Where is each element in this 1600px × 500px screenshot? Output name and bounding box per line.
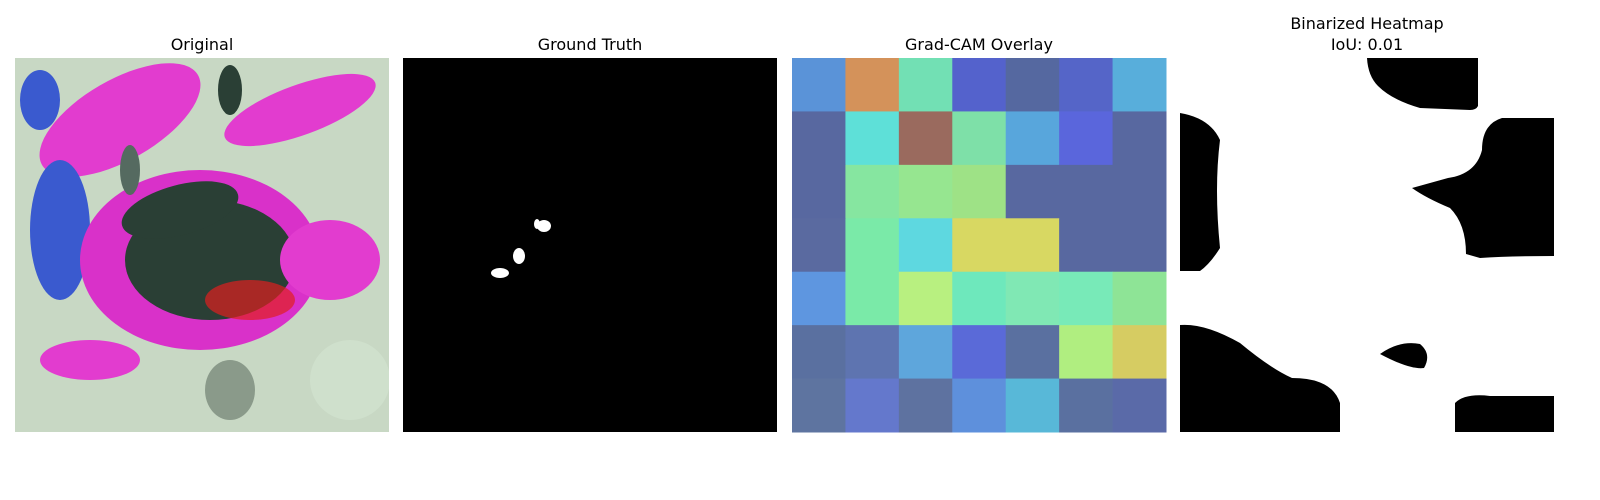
heatmap-cell bbox=[1059, 378, 1114, 433]
heatmap-cell bbox=[792, 58, 846, 112]
heatmap-cell bbox=[1112, 111, 1167, 166]
heatmap-cell bbox=[1005, 218, 1060, 273]
heatmap-cell bbox=[1005, 325, 1060, 380]
heatmap-cell bbox=[1112, 218, 1167, 273]
heatmap-cell bbox=[1059, 164, 1114, 219]
heatmap-cell bbox=[952, 378, 1007, 433]
panel-title: Ground Truth bbox=[538, 35, 643, 54]
heatmap-cell bbox=[898, 58, 953, 112]
heatmap-cell bbox=[1112, 325, 1167, 380]
heatmap-cell bbox=[1005, 111, 1060, 166]
heatmap-cell bbox=[845, 111, 900, 166]
heatmap-cell bbox=[952, 164, 1007, 219]
heatmap-cell bbox=[952, 218, 1007, 273]
heatmap-cell bbox=[1059, 325, 1114, 380]
heatmap-cell bbox=[952, 111, 1007, 166]
heatmap-cell bbox=[1005, 378, 1060, 433]
panel-title: Original bbox=[171, 35, 234, 54]
heatmap-cell bbox=[1005, 164, 1060, 219]
panel-title: Binarized Heatmap bbox=[1290, 14, 1443, 33]
heatmap-cell bbox=[1059, 271, 1114, 326]
gradcam-image bbox=[792, 58, 1167, 433]
heatmap-cell bbox=[792, 325, 846, 380]
heatmap-cell bbox=[952, 271, 1007, 326]
heatmap-cell bbox=[792, 271, 846, 326]
heatmap-cell bbox=[898, 378, 953, 433]
heatmap-cell bbox=[845, 164, 900, 219]
heatmap-cell bbox=[898, 325, 953, 380]
heatmap-cell bbox=[1112, 271, 1167, 326]
heatmap-cell bbox=[898, 111, 953, 166]
heatmap-cell bbox=[952, 58, 1007, 112]
heatmap-cell bbox=[1112, 58, 1167, 112]
heatmap-cell bbox=[1112, 378, 1167, 433]
ground-truth-image bbox=[403, 58, 777, 432]
heatmap-cell bbox=[845, 218, 900, 273]
heatmap-cell bbox=[952, 325, 1007, 380]
heatmap-cell bbox=[845, 58, 900, 112]
heatmap-cell bbox=[845, 325, 900, 380]
heatmap-cell bbox=[792, 111, 846, 166]
heatmap-cell bbox=[1005, 271, 1060, 326]
panel-subtitle: IoU: 0.01 bbox=[1331, 35, 1403, 54]
heatmap-cell bbox=[1059, 111, 1114, 166]
heatmap-cell bbox=[898, 271, 953, 326]
panel-title: Grad-CAM Overlay bbox=[905, 35, 1053, 54]
heatmap-cell bbox=[845, 271, 900, 326]
heatmap-cell bbox=[1112, 164, 1167, 219]
heatmap-cell bbox=[845, 378, 900, 433]
heatmap-cell bbox=[792, 164, 846, 219]
heatmap-cell bbox=[898, 218, 953, 273]
heatmap-cell bbox=[792, 378, 846, 433]
heatmap-cell bbox=[898, 164, 953, 219]
heatmap-cell bbox=[1005, 58, 1060, 112]
heatmap-cell bbox=[1059, 218, 1114, 273]
binarized-image bbox=[1180, 58, 1554, 432]
original-image bbox=[15, 58, 389, 432]
heatmap-cell bbox=[1059, 58, 1114, 112]
heatmap-cell bbox=[792, 218, 846, 273]
